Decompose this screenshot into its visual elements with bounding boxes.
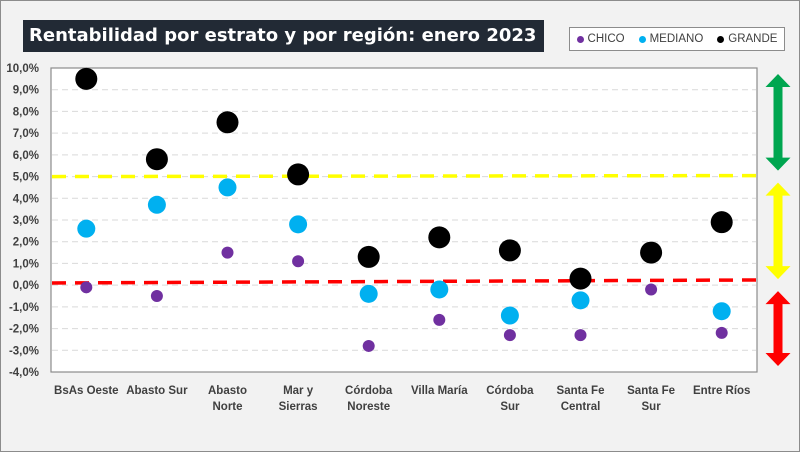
x-tick-label-line: Santa Fe (627, 385, 675, 397)
x-tick-label-line: Mar y (283, 385, 314, 397)
point-mediano (571, 291, 590, 310)
point-chico (80, 281, 93, 294)
upper-threshold-line (51, 173, 757, 179)
y-tick-label: -1,0% (9, 302, 39, 314)
data-points (75, 67, 733, 352)
y-tick-label: 4,0% (13, 193, 39, 205)
y-tick-label: 10,0% (6, 63, 39, 75)
point-chico (433, 313, 446, 326)
legend: CHICO MEDIANO GRANDE (569, 27, 785, 51)
x-tick-label-line: Santa Fe (557, 385, 605, 397)
legend-label-grande: GRANDE (728, 33, 778, 45)
y-tick-label: 7,0% (13, 128, 39, 140)
x-tick-label-line: Sur (642, 401, 662, 413)
y-tick-label: 8,0% (13, 106, 39, 118)
zero-threshold-line (51, 278, 757, 285)
point-chico (715, 326, 728, 339)
point-grande (216, 111, 239, 134)
x-tick-label-line: Norte (212, 401, 242, 413)
x-tick-label-line: Abasto Sur (126, 385, 188, 397)
zone-arrows (765, 74, 791, 366)
point-mediano (147, 195, 166, 214)
red-zone-arrow-icon (765, 291, 791, 366)
point-grande (75, 67, 98, 90)
x-tick-label-line: Abasto (208, 385, 247, 397)
x-tick-label: Mar y Sierras (279, 385, 318, 413)
y-tick-label: 3,0% (13, 215, 39, 227)
y-tick-label: 5,0% (13, 172, 39, 184)
point-grande (357, 245, 380, 268)
x-tick-label: Córdoba Sur (486, 385, 534, 413)
yellow-zone-arrow-icon (765, 182, 791, 280)
legend-marker-chico (576, 35, 584, 43)
reference-lines (51, 173, 757, 285)
x-tick-label: Abasto Norte (208, 385, 247, 413)
x-tick-label-line: Sierras (279, 401, 318, 413)
x-axis-ticks: BsAs Oeste Abasto Sur Abasto Norte Mar y Sier… (54, 385, 750, 413)
x-tick-label-line: Central (561, 401, 601, 413)
x-tick-label: Villa María (411, 385, 468, 397)
y-tick-label: 9,0% (13, 85, 39, 97)
legend-item-chico: CHICO (576, 33, 625, 45)
point-chico (503, 329, 516, 342)
y-tick-label: 1,0% (13, 258, 39, 270)
x-tick-label-line: Córdoba (486, 385, 534, 397)
x-tick-label-line: Villa María (411, 385, 468, 397)
point-mediano (500, 306, 519, 325)
x-tick-label: Santa Fe Sur (627, 385, 675, 413)
x-tick-label-line: Entre Ríos (693, 385, 751, 397)
x-tick-label-line: Córdoba (345, 385, 393, 397)
y-tick-label: 2,0% (13, 237, 39, 249)
chart-title: Rentabilidad por estrato y por región: e… (23, 20, 545, 52)
point-grande (569, 267, 592, 290)
point-chico (362, 339, 375, 352)
y-axis-ticks: 10,0% 9,0% 8,0% 7,0% 6,0% 5,0% 4,0% 3,0% 2,0% 1,0… (6, 63, 39, 379)
x-tick-label: Córdoba Noreste (345, 385, 393, 413)
x-tick-label: BsAs Oeste (54, 385, 119, 397)
point-mediano (289, 215, 308, 234)
point-grande (498, 239, 521, 262)
point-grande (287, 163, 310, 186)
point-grande (640, 241, 663, 264)
point-mediano (430, 280, 449, 299)
point-chico (292, 255, 305, 268)
point-mediano (359, 284, 378, 303)
x-tick-label: Abasto Sur (126, 385, 188, 397)
green-zone-arrow-icon (765, 74, 791, 171)
point-chico (645, 283, 658, 296)
point-chico (574, 329, 587, 342)
x-tick-label-line: Noreste (347, 401, 390, 413)
y-tick-label: 0,0% (13, 280, 39, 292)
x-tick-label: Santa Fe Central (557, 385, 605, 413)
point-chico (221, 246, 234, 259)
y-tick-label: -2,0% (9, 324, 39, 336)
legend-marker-grande (717, 35, 725, 43)
point-grande (145, 148, 168, 171)
x-tick-label-line: BsAs Oeste (54, 385, 119, 397)
legend-marker-mediano (638, 35, 646, 43)
x-tick-label: Entre Ríos (693, 385, 751, 397)
point-mediano (218, 178, 237, 197)
point-grande (428, 226, 451, 249)
y-tick-label: -4,0% (9, 367, 39, 379)
legend-item-grande: GRANDE (717, 33, 777, 45)
point-mediano (77, 219, 96, 238)
legend-label-chico: CHICO (587, 33, 625, 45)
y-tick-label: -3,0% (9, 345, 39, 357)
x-tick-label-line: Sur (500, 401, 520, 413)
y-tick-label: 6,0% (13, 150, 39, 162)
point-grande (710, 211, 733, 234)
point-chico (150, 290, 163, 302)
point-mediano (712, 302, 731, 321)
legend-label-mediano: MEDIANO (649, 33, 704, 45)
legend-item-mediano: MEDIANO (638, 33, 704, 45)
